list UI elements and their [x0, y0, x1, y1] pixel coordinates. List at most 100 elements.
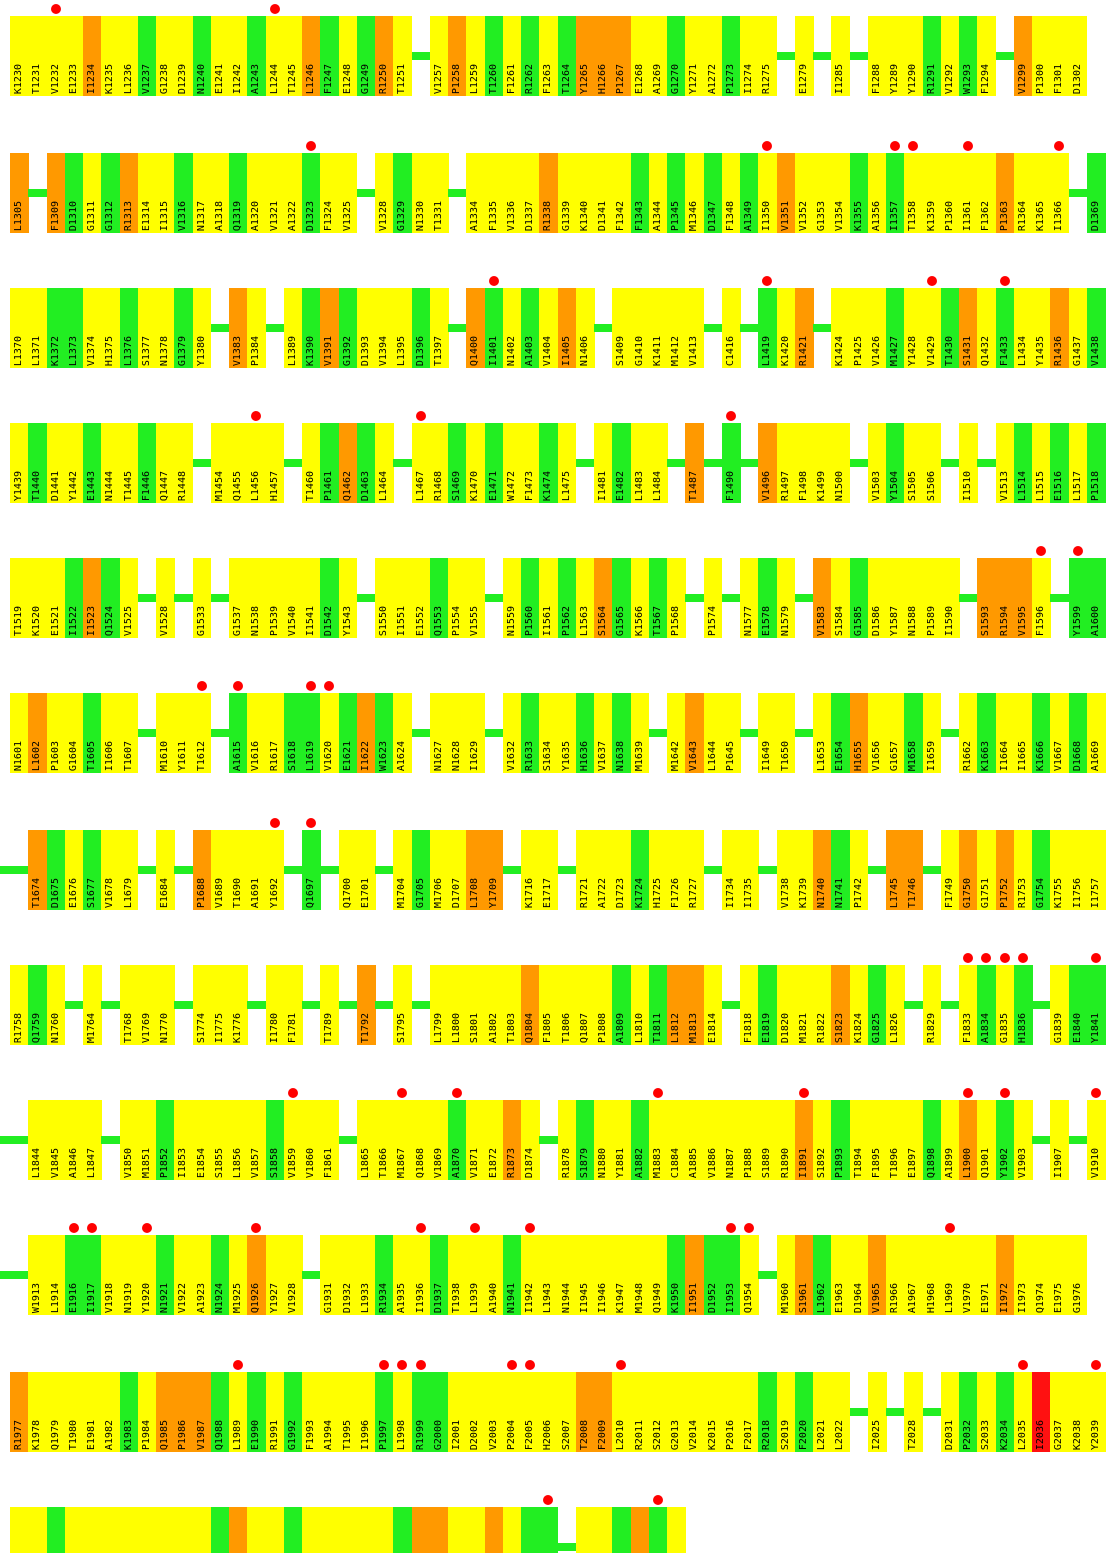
residue-L1998: L1998 — [393, 1372, 412, 1452]
residue-label: V1336 — [505, 200, 517, 231]
residue-Q1759: Q1759 — [28, 965, 47, 1045]
linker-segment — [776, 52, 795, 60]
residue-L1745: L1745 — [886, 830, 905, 910]
residue-label: A1899 — [943, 1147, 955, 1178]
residue-label: N1579 — [779, 605, 791, 636]
residue-V1413: V1413 — [685, 288, 704, 368]
residue-L1708: L1708 — [466, 830, 485, 910]
residue-label: E1840 — [1071, 1012, 1083, 1043]
linker-segment — [411, 1001, 430, 1009]
marker-dot — [1072, 546, 1083, 556]
residue-D1964: D1964 — [849, 1235, 869, 1315]
residue-L1602: L1602 — [28, 693, 47, 773]
residue-label: Y1290 — [907, 63, 919, 94]
residue-label: P1267 — [615, 63, 627, 94]
residue-I1510: I1510 — [959, 423, 978, 503]
residue-label: H2006 — [542, 1419, 554, 1450]
residue-label: V1860 — [305, 1147, 316, 1178]
marker-dot — [762, 141, 773, 151]
residue-K1663: K1663 — [977, 693, 996, 773]
residue-A1899: A1899 — [940, 1100, 960, 1180]
residue-label: L1467 — [414, 470, 426, 501]
residue-label: P1752 — [998, 877, 1010, 908]
residue-R1448: R1448 — [174, 423, 193, 503]
residue-Y1599: Y1599 — [1068, 558, 1088, 638]
residue-label: N1317 — [195, 200, 207, 231]
residue-K1372: K1372 — [46, 288, 66, 368]
residue-I1606: I1606 — [101, 693, 120, 773]
residue-A1334: A1334 — [466, 153, 485, 233]
residue-Y1435: Y1435 — [1032, 288, 1051, 368]
residue-label: L1305 — [13, 200, 24, 231]
residue-V1299: V1299 — [1013, 16, 1033, 96]
residue-label: E1814 — [706, 1012, 718, 1043]
residue-P1267: P1267 — [612, 16, 631, 96]
residue-label: T1746 — [907, 877, 919, 908]
residue-label: M1764 — [86, 1012, 97, 1043]
residue-label: K1947 — [615, 1282, 627, 1313]
residue-K2038: K2038 — [1068, 1372, 1088, 1452]
residue-label: A1269 — [651, 63, 663, 94]
residue-E2078: E2078 — [667, 1507, 686, 1553]
residue-F1726: F1726 — [667, 830, 686, 910]
residue-label: E1578 — [761, 605, 773, 636]
residue-label: G1992 — [286, 1419, 298, 1450]
residue-label: K1824 — [852, 1012, 864, 1043]
residue-label: H1457 — [268, 470, 280, 501]
residue-label: Q1455 — [232, 470, 243, 501]
linker-segment — [740, 729, 759, 737]
residue-I1664: I1664 — [995, 693, 1015, 773]
linker-segment — [667, 459, 686, 467]
linker-segment — [721, 594, 740, 602]
residue-label: V1620 — [323, 740, 335, 771]
residue-label: V1869 — [432, 1147, 444, 1178]
residue-Q1447: Q1447 — [156, 423, 175, 503]
residue-K2076: K2076 — [630, 1507, 650, 1553]
residue-label: Y1380 — [195, 335, 207, 366]
residue-label: P1688 — [195, 877, 207, 908]
marker-dot — [415, 1360, 426, 1370]
residue-label: D1820 — [779, 1012, 791, 1043]
residue-label: L1856 — [232, 1147, 243, 1178]
residue-S1889: S1889 — [758, 1100, 777, 1180]
residue-label: D1675 — [49, 877, 61, 908]
residue-label: N1406 — [578, 335, 590, 366]
residue-M1427: M1427 — [886, 288, 905, 368]
residue-M1642: M1642 — [667, 693, 686, 773]
residue-P1568: P1568 — [667, 558, 686, 638]
residue-G1537: G1537 — [229, 558, 248, 638]
residue-label: G1750 — [962, 877, 973, 908]
residue-label: D1369 — [1089, 200, 1101, 231]
linker-segment — [0, 866, 29, 874]
residue-label: V1525 — [122, 605, 134, 636]
linker-segment — [338, 1001, 357, 1009]
residue-label: G1249 — [359, 63, 371, 94]
residue-Q1949: Q1949 — [648, 1235, 668, 1315]
residue-V2014: V2014 — [685, 1372, 704, 1452]
residue-V1845: V1845 — [46, 1100, 66, 1180]
residue-V1987: V1987 — [192, 1372, 212, 1452]
residue-F1247: F1247 — [320, 16, 339, 96]
linker-segment — [849, 1408, 868, 1416]
linker-segment — [940, 729, 959, 737]
residue-K1420: K1420 — [776, 288, 796, 368]
residue-label: V1257 — [432, 63, 444, 94]
residue-I1972: I1972 — [995, 1235, 1015, 1315]
linker-segment — [1068, 189, 1087, 197]
residue-A1322: A1322 — [283, 153, 303, 233]
residue-P2047: P2047 — [137, 1507, 157, 1553]
residue-A1967: A1967 — [904, 1235, 923, 1315]
residue-T1995: T1995 — [338, 1372, 358, 1452]
marker-dot — [1090, 953, 1101, 963]
residue-label: N1628 — [451, 740, 462, 771]
residue-label: I1361 — [962, 200, 973, 231]
residue-P1363: P1363 — [995, 153, 1015, 233]
residue-R1617: R1617 — [265, 693, 285, 773]
residue-label: T1567 — [651, 605, 663, 636]
linker-segment — [940, 459, 959, 467]
residue-label: P1893 — [834, 1147, 846, 1178]
residue-V1438: V1438 — [1086, 288, 1106, 368]
residue-R1999: R1999 — [411, 1372, 431, 1452]
residue-K1235: K1235 — [101, 16, 120, 96]
linker-segment — [886, 1408, 905, 1416]
